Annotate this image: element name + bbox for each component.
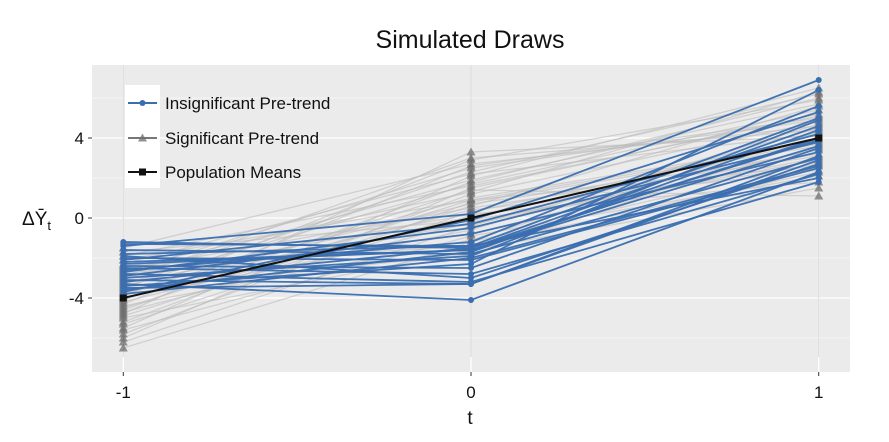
legend-label-significant: Significant Pre-trend	[165, 129, 319, 148]
significant-point	[466, 195, 476, 204]
legend-label-insignificant: Insignificant Pre-trend	[165, 94, 330, 113]
insignificant-point	[815, 77, 822, 83]
x-tick-label: 1	[814, 383, 823, 402]
significant-point	[466, 187, 476, 196]
legend-label-population: Population Means	[165, 163, 301, 182]
insignificant-point	[815, 145, 822, 151]
y-axis-label-main: ΔȲ	[22, 209, 48, 230]
insignificant-point	[468, 265, 474, 271]
y-tick-label: 4	[75, 129, 84, 148]
significant-point	[118, 343, 128, 352]
significant-point	[814, 183, 824, 192]
insignificant-point	[468, 297, 474, 303]
insignificant-point	[815, 127, 822, 133]
significant-point	[814, 191, 824, 200]
insignificant-point	[815, 87, 822, 93]
significant-point	[466, 147, 476, 156]
legend-marker-population	[139, 168, 146, 176]
significant-point	[466, 181, 476, 190]
insignificant-point	[468, 281, 474, 287]
population-point	[119, 294, 127, 302]
y-axis-label-subscript: t	[47, 218, 51, 233]
insignificant-point	[815, 169, 822, 175]
significant-point	[466, 203, 476, 212]
significant-point	[466, 153, 476, 162]
y-axis-label: ΔȲt	[22, 209, 51, 233]
x-axis-label: t	[467, 408, 473, 429]
legend-marker-insignificant	[139, 100, 146, 106]
insignificant-point	[815, 163, 822, 169]
insignificant-point	[468, 255, 474, 261]
population-point	[815, 134, 823, 142]
insignificant-point	[468, 225, 474, 231]
y-tick-label: -4	[69, 289, 84, 308]
insignificant-point	[120, 269, 127, 275]
significant-point	[466, 175, 476, 184]
insignificant-point	[468, 275, 474, 281]
insignificant-point	[120, 259, 127, 265]
legend: Insignificant Pre-trend Significant Pre-…	[125, 85, 330, 188]
significant-point	[466, 169, 476, 178]
insignificant-point	[815, 109, 822, 115]
chart-title: Simulated Draws	[376, 26, 565, 54]
x-tick-label: -1	[116, 383, 131, 402]
insignificant-point	[468, 247, 474, 253]
insignificant-point	[815, 175, 822, 181]
insignificant-point	[815, 117, 822, 123]
insignificant-point	[815, 103, 822, 109]
insignificant-point	[468, 231, 474, 237]
y-tick-label: 0	[75, 209, 84, 228]
insignificant-point	[815, 153, 822, 159]
x-tick-label: 0	[466, 383, 475, 402]
legend-marker-significant	[138, 133, 147, 142]
significant-point	[466, 159, 476, 168]
insignificant-point	[120, 253, 127, 259]
axes: -1 0 1 -4 0 4	[69, 129, 824, 402]
insignificant-point	[120, 241, 127, 247]
population-series	[119, 134, 823, 302]
population-point	[467, 214, 475, 222]
